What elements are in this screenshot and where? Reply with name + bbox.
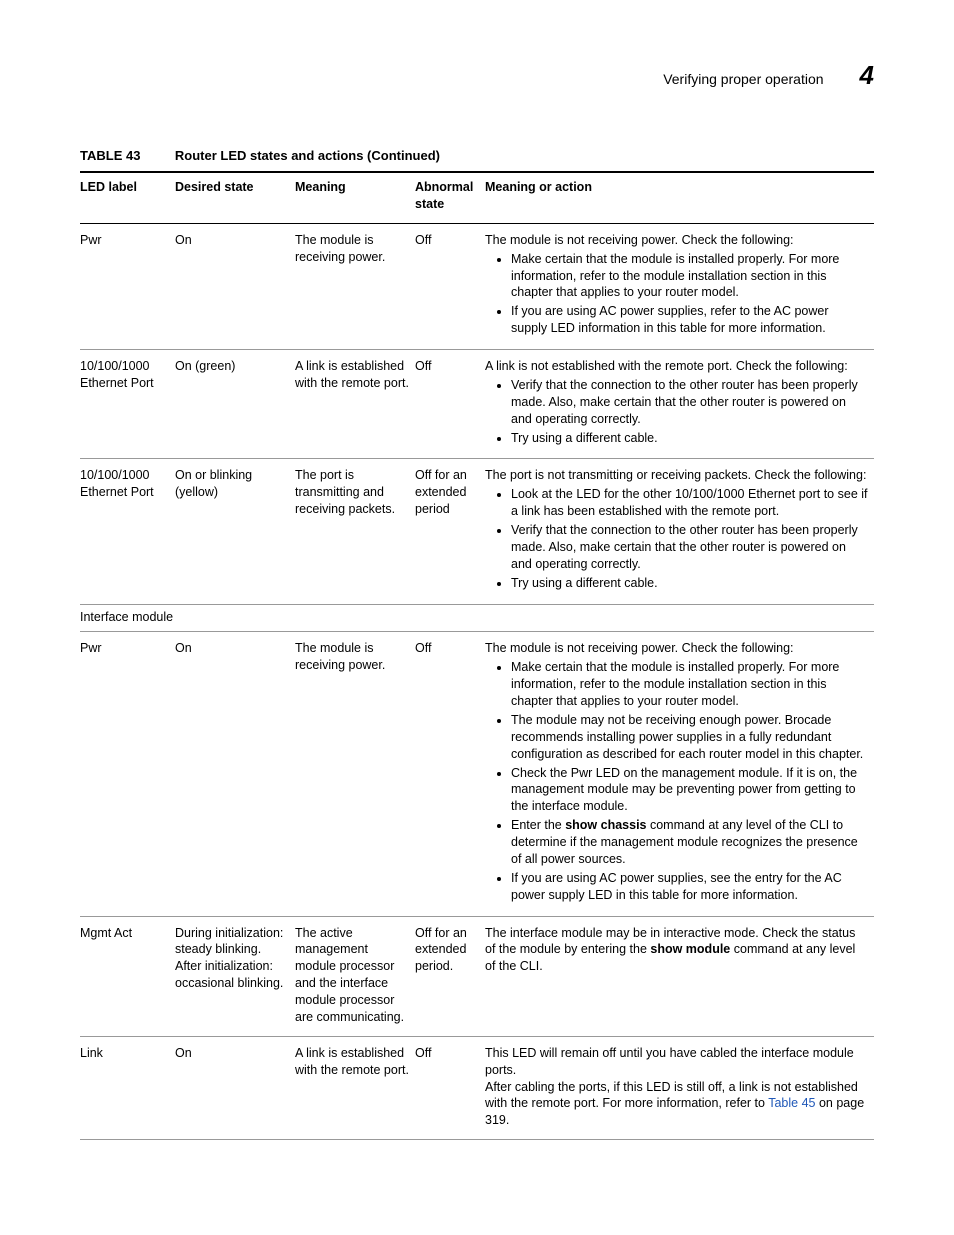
action-intro: A link is not established with the remot… — [485, 358, 868, 375]
table-header: LED label Desired state Meaning Abnormal… — [80, 172, 874, 223]
action-bullet: Make certain that the module is installe… — [511, 659, 868, 710]
cell-meaning: A link is established with the remote po… — [295, 1036, 415, 1139]
cell-meaning-action: The module is not receiving power. Check… — [485, 632, 874, 916]
action-bullet: If you are using AC power supplies, refe… — [511, 303, 868, 337]
led-table: LED label Desired state Meaning Abnormal… — [80, 171, 874, 1140]
cell-abnormal-state: Off — [415, 350, 485, 459]
cross-reference-link[interactable]: Table 45 — [768, 1096, 815, 1110]
section-row: Interface module — [80, 604, 874, 632]
col-meaning-action: Meaning or action — [485, 172, 874, 223]
chapter-number: 4 — [860, 60, 874, 91]
table-number: TABLE 43 — [80, 148, 140, 163]
action-bullet: The module may not be receiving enough p… — [511, 712, 868, 763]
action-bullet-list: Make certain that the module is installe… — [485, 659, 868, 903]
cell-meaning: The active management module processor a… — [295, 916, 415, 1036]
action-intro: The module is not receiving power. Check… — [485, 640, 868, 657]
cell-led-label: Mgmt Act — [80, 916, 175, 1036]
cell-desired-state: On — [175, 1036, 295, 1139]
cell-desired-state: On (green) — [175, 350, 295, 459]
cell-meaning: A link is established with the remote po… — [295, 350, 415, 459]
cell-abnormal-state: Off — [415, 632, 485, 916]
section-label: Interface module — [80, 604, 874, 632]
col-led-label: LED label — [80, 172, 175, 223]
action-paragraph: The interface module may be in interacti… — [485, 925, 868, 976]
col-abnormal-state: Abnormal state — [415, 172, 485, 223]
action-bullet: Try using a different cable. — [511, 430, 868, 447]
action-bullet-list: Make certain that the module is installe… — [485, 251, 868, 337]
bold-text: show module — [650, 942, 730, 956]
bold-text: show chassis — [565, 818, 646, 832]
cell-meaning: The port is transmitting and receiving p… — [295, 459, 415, 604]
table-row: LinkOnA link is established with the rem… — [80, 1036, 874, 1139]
cell-meaning: The module is receiving power. — [295, 632, 415, 916]
cell-meaning-action: The interface module may be in interacti… — [485, 916, 874, 1036]
table-row: Mgmt ActDuring initialization: steady bl… — [80, 916, 874, 1036]
cell-desired-state: On — [175, 632, 295, 916]
col-desired-state: Desired state — [175, 172, 295, 223]
cell-led-label: Link — [80, 1036, 175, 1139]
table-row: PwrOnThe module is receiving power.OffTh… — [80, 223, 874, 349]
action-paragraph: This LED will remain off until you have … — [485, 1045, 868, 1079]
cell-meaning: The module is receiving power. — [295, 223, 415, 349]
action-bullet: Try using a different cable. — [511, 575, 868, 592]
cell-meaning-action: The module is not receiving power. Check… — [485, 223, 874, 349]
cell-abnormal-state: Off for an extended period. — [415, 916, 485, 1036]
action-bullet-list: Verify that the connection to the other … — [485, 377, 868, 447]
cell-meaning-action: The port is not transmitting or receivin… — [485, 459, 874, 604]
action-bullet: Verify that the connection to the other … — [511, 377, 868, 428]
table-row: 10/100/1000 Ethernet PortOn or blinking … — [80, 459, 874, 604]
action-intro: The port is not transmitting or receivin… — [485, 467, 868, 484]
action-bullet: Verify that the connection to the other … — [511, 522, 868, 573]
cell-desired-state: On or blinking (yellow) — [175, 459, 295, 604]
action-paragraph: After cabling the ports, if this LED is … — [485, 1079, 868, 1130]
table-title: Router LED states and actions (Continued… — [175, 148, 440, 163]
running-header: Verifying proper operation — [663, 71, 823, 87]
cell-led-label: Pwr — [80, 632, 175, 916]
action-bullet-list: Look at the LED for the other 10/100/100… — [485, 486, 868, 591]
cell-led-label: 10/100/1000 Ethernet Port — [80, 459, 175, 604]
cell-abnormal-state: Off — [415, 1036, 485, 1139]
table-caption: TABLE 43 Router LED states and actions (… — [80, 147, 874, 165]
action-bullet: If you are using AC power supplies, see … — [511, 870, 868, 904]
table-row: PwrOnThe module is receiving power.OffTh… — [80, 632, 874, 916]
cell-desired-state: On — [175, 223, 295, 349]
col-meaning: Meaning — [295, 172, 415, 223]
table-body: PwrOnThe module is receiving power.OffTh… — [80, 223, 874, 1139]
table-row: 10/100/1000 Ethernet PortOn (green)A lin… — [80, 350, 874, 459]
cell-meaning-action: A link is not established with the remot… — [485, 350, 874, 459]
page-header: Verifying proper operation 4 — [80, 60, 874, 91]
action-bullet: Enter the show chassis command at any le… — [511, 817, 868, 868]
cell-led-label: Pwr — [80, 223, 175, 349]
cell-meaning-action: This LED will remain off until you have … — [485, 1036, 874, 1139]
action-bullet: Make certain that the module is installe… — [511, 251, 868, 302]
cell-abnormal-state: Off for an extended period — [415, 459, 485, 604]
action-bullet: Look at the LED for the other 10/100/100… — [511, 486, 868, 520]
text: Enter the — [511, 818, 565, 832]
cell-abnormal-state: Off — [415, 223, 485, 349]
action-intro: The module is not receiving power. Check… — [485, 232, 868, 249]
cell-led-label: 10/100/1000 Ethernet Port — [80, 350, 175, 459]
action-bullet: Check the Pwr LED on the management modu… — [511, 765, 868, 816]
cell-desired-state: During initialization: steady blinking. … — [175, 916, 295, 1036]
